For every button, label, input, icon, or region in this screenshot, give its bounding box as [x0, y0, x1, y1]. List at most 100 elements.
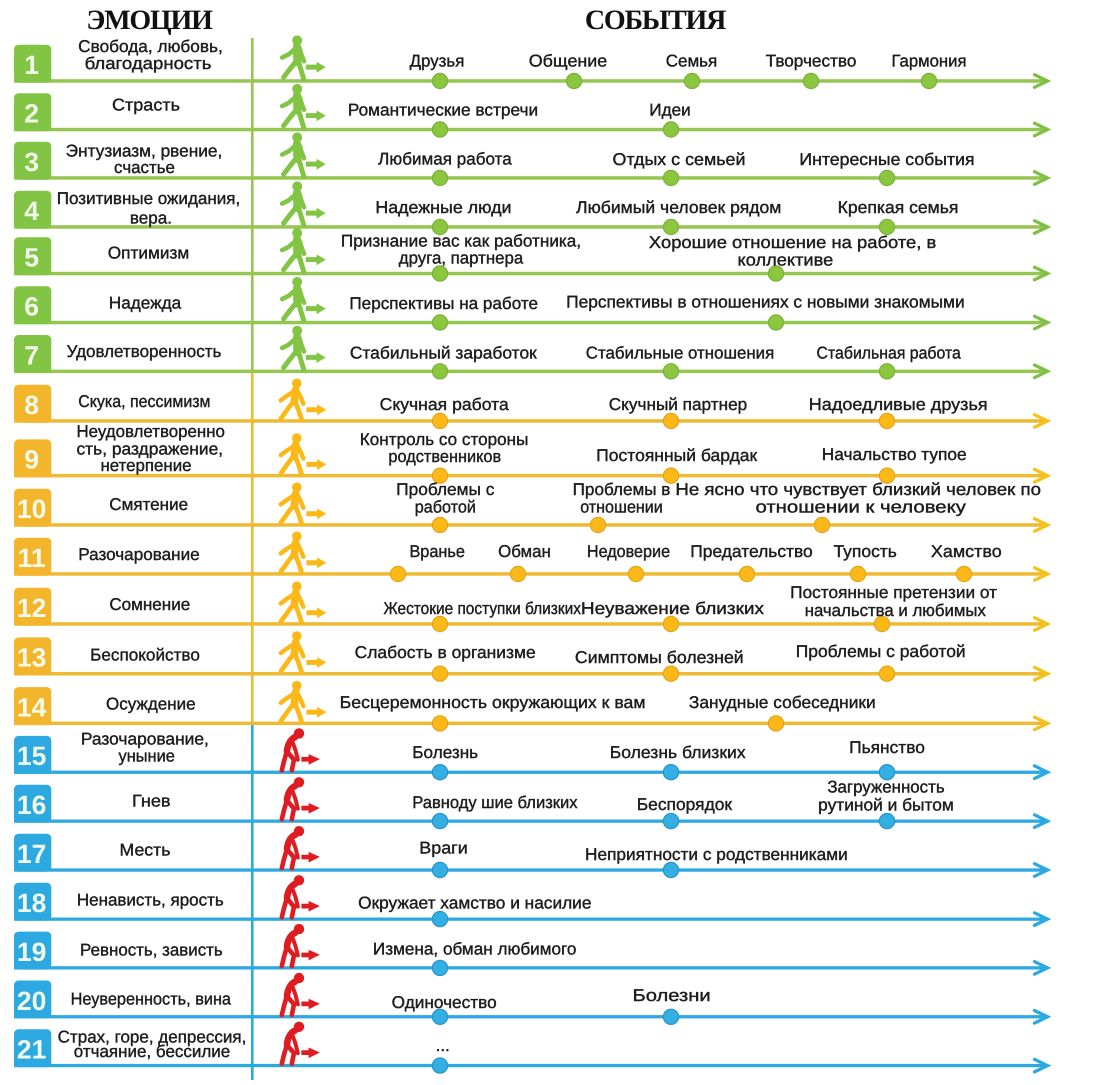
svg-text:Месть: Месть	[120, 841, 171, 860]
svg-text:Идеи: Идеи	[649, 101, 690, 120]
svg-text:Неуважение близких: Неуважение близких	[581, 599, 765, 618]
svg-text:Скука, пессимизм: Скука, пессимизм	[78, 392, 210, 411]
svg-text:начальства и любимых: начальства и любимых	[805, 601, 987, 620]
svg-text:Жестокие поступки близких: Жестокие поступки близких	[383, 599, 581, 618]
svg-text:Гармония: Гармония	[891, 52, 966, 71]
svg-text:21: 21	[17, 1035, 46, 1065]
svg-text:13: 13	[17, 643, 46, 673]
svg-text:4: 4	[24, 196, 39, 226]
svg-text:Болезнь близких: Болезнь близких	[610, 743, 746, 762]
svg-text:Ревность, зависть: Ревность, зависть	[80, 941, 223, 960]
svg-text:5: 5	[24, 243, 39, 273]
svg-text:сть, раздражение,: сть, раздражение,	[77, 440, 224, 459]
svg-text:Смятение: Смятение	[109, 495, 188, 514]
svg-text:Стабильная работа: Стабильная работа	[817, 344, 962, 363]
svg-text:12: 12	[17, 593, 46, 623]
svg-text:Страсть: Страсть	[112, 96, 180, 115]
svg-text:нетерпение: нетерпение	[101, 456, 192, 475]
svg-text:Друзья: Друзья	[410, 52, 465, 71]
svg-text:9: 9	[24, 445, 39, 475]
svg-text:Загруженность: Загруженность	[827, 778, 944, 797]
svg-text:Признание вас как работника,: Признание вас как работника,	[341, 232, 581, 251]
svg-text:Осуждение: Осуждение	[106, 694, 196, 713]
svg-text:18: 18	[17, 888, 46, 918]
svg-text:Семья: Семья	[666, 52, 718, 71]
svg-text:Стабильные отношения: Стабильные отношения	[586, 344, 774, 363]
svg-text:Слабость в организме: Слабость в организме	[355, 643, 536, 662]
svg-text:Не ясно что чувствует близкий: Не ясно что чувствует близкий человек по	[675, 480, 1041, 499]
svg-text:Оптимизм: Оптимизм	[108, 244, 189, 263]
svg-text:...: ...	[436, 1036, 450, 1055]
svg-text:Неприятности с родственниками: Неприятности с родственниками	[585, 845, 848, 864]
svg-text:Скучная работа: Скучная работа	[380, 395, 510, 414]
svg-text:Надежные люди: Надежные люди	[375, 198, 511, 217]
svg-text:Скучный партнер: Скучный партнер	[609, 395, 748, 414]
svg-text:работой: работой	[415, 498, 476, 517]
svg-text:8: 8	[24, 390, 39, 420]
svg-text:Беспорядок: Беспорядок	[637, 795, 733, 814]
svg-text:отчаяние, бессилие: отчаяние, бессилие	[74, 1042, 231, 1061]
svg-text:Крепкая семья: Крепкая семья	[838, 198, 959, 217]
svg-text:Неуверенность, вина: Неуверенность, вина	[71, 990, 232, 1009]
svg-text:Энтузиазм, рвение,: Энтузиазм, рвение,	[66, 142, 223, 161]
svg-text:Отдых с семьей: Отдых с семьей	[613, 150, 746, 169]
svg-text:Ненависть, ярость: Ненависть, ярость	[77, 891, 224, 910]
svg-text:15: 15	[17, 741, 46, 771]
svg-text:Постоянные претензии от: Постоянные претензии от	[790, 583, 997, 602]
svg-text:Занудные собеседники: Занудные собеседники	[689, 693, 876, 712]
svg-text:Болезни: Болезни	[633, 986, 711, 1005]
svg-text:друга, партнера: друга, партнера	[399, 249, 524, 268]
svg-text:отношении к человеку: отношении к человеку	[756, 498, 967, 517]
svg-text:Удовлетворенность: Удовлетворенность	[67, 342, 222, 361]
svg-text:Интересные события: Интересные события	[799, 150, 974, 169]
svg-text:благодарность: благодарность	[85, 54, 212, 73]
svg-text:20: 20	[17, 986, 46, 1016]
svg-text:Обман: Обман	[498, 542, 551, 561]
svg-text:Страх, горе, депрессия,: Страх, горе, депрессия,	[58, 1028, 247, 1047]
svg-text:10: 10	[17, 494, 46, 524]
svg-text:7: 7	[24, 340, 39, 370]
svg-text:Свобода, любовь,: Свобода, любовь,	[78, 37, 223, 56]
svg-text:Надежда: Надежда	[109, 294, 182, 313]
svg-text:Любимая работа: Любимая работа	[378, 149, 512, 168]
svg-text:Предательство: Предательство	[690, 542, 813, 561]
svg-text:Постоянный бардак: Постоянный бардак	[596, 446, 758, 465]
svg-text:Бесцеремонность окружающих к в: Бесцеремонность окружающих к вам	[340, 693, 646, 712]
svg-text:коллективе: коллективе	[738, 251, 834, 270]
svg-text:16: 16	[17, 790, 46, 820]
svg-text:уныние: уныние	[119, 747, 175, 766]
svg-text:Болезнь: Болезнь	[412, 743, 478, 762]
svg-text:19: 19	[17, 937, 46, 967]
svg-text:Перспективы на работе: Перспективы на работе	[349, 294, 538, 313]
svg-text:Хамство: Хамство	[931, 542, 1002, 561]
svg-text:11: 11	[18, 543, 46, 573]
svg-text:Одиночество: Одиночество	[392, 993, 497, 1012]
svg-text:Измена, обман любимого: Измена, обман любимого	[373, 939, 577, 958]
svg-text:Позитивные ожидания,: Позитивные ожидания,	[57, 189, 240, 208]
svg-text:вера.: вера.	[130, 209, 172, 228]
svg-text:Неудовлетворенно: Неудовлетворенно	[77, 422, 225, 441]
svg-text:Любимый человек рядом: Любимый человек рядом	[576, 198, 781, 217]
svg-text:рутиной и бытом: рутиной и бытом	[818, 795, 954, 814]
svg-text:Разочарование: Разочарование	[78, 545, 199, 564]
svg-text:Проблемы с работой: Проблемы с работой	[796, 642, 966, 661]
svg-text:Стабильный заработок: Стабильный заработок	[350, 344, 537, 363]
svg-text:Надоедливые друзья: Надоедливые друзья	[809, 395, 988, 414]
svg-text:Перспективы в отношениях с нов: Перспективы в отношениях с новыми знаком…	[566, 292, 965, 311]
svg-text:Разочарование,: Разочарование,	[81, 730, 209, 749]
svg-text:Гнев: Гнев	[132, 792, 171, 811]
svg-text:отношении: отношении	[580, 498, 663, 517]
svg-text:счастье: счастье	[114, 158, 175, 177]
svg-text:Начальство тупое: Начальство тупое	[822, 445, 967, 464]
svg-text:Контроль со стороны: Контроль со стороны	[360, 430, 529, 449]
svg-text:Проблемы в: Проблемы в	[573, 480, 671, 499]
svg-text:Недоверие: Недоверие	[587, 542, 670, 561]
svg-text:Равноду шие близких: Равноду шие близких	[412, 793, 578, 812]
svg-text:Творчество: Творчество	[766, 52, 857, 71]
svg-text:3: 3	[24, 147, 39, 177]
svg-text:6: 6	[24, 292, 39, 322]
svg-text:Окружает хамство и насилие: Окружает хамство и насилие	[358, 894, 591, 913]
svg-text:СОБЫТИЯ: СОБЫТИЯ	[585, 5, 726, 36]
svg-text:Проблемы с: Проблемы с	[396, 480, 495, 499]
svg-text:Пьянство: Пьянство	[849, 738, 925, 757]
